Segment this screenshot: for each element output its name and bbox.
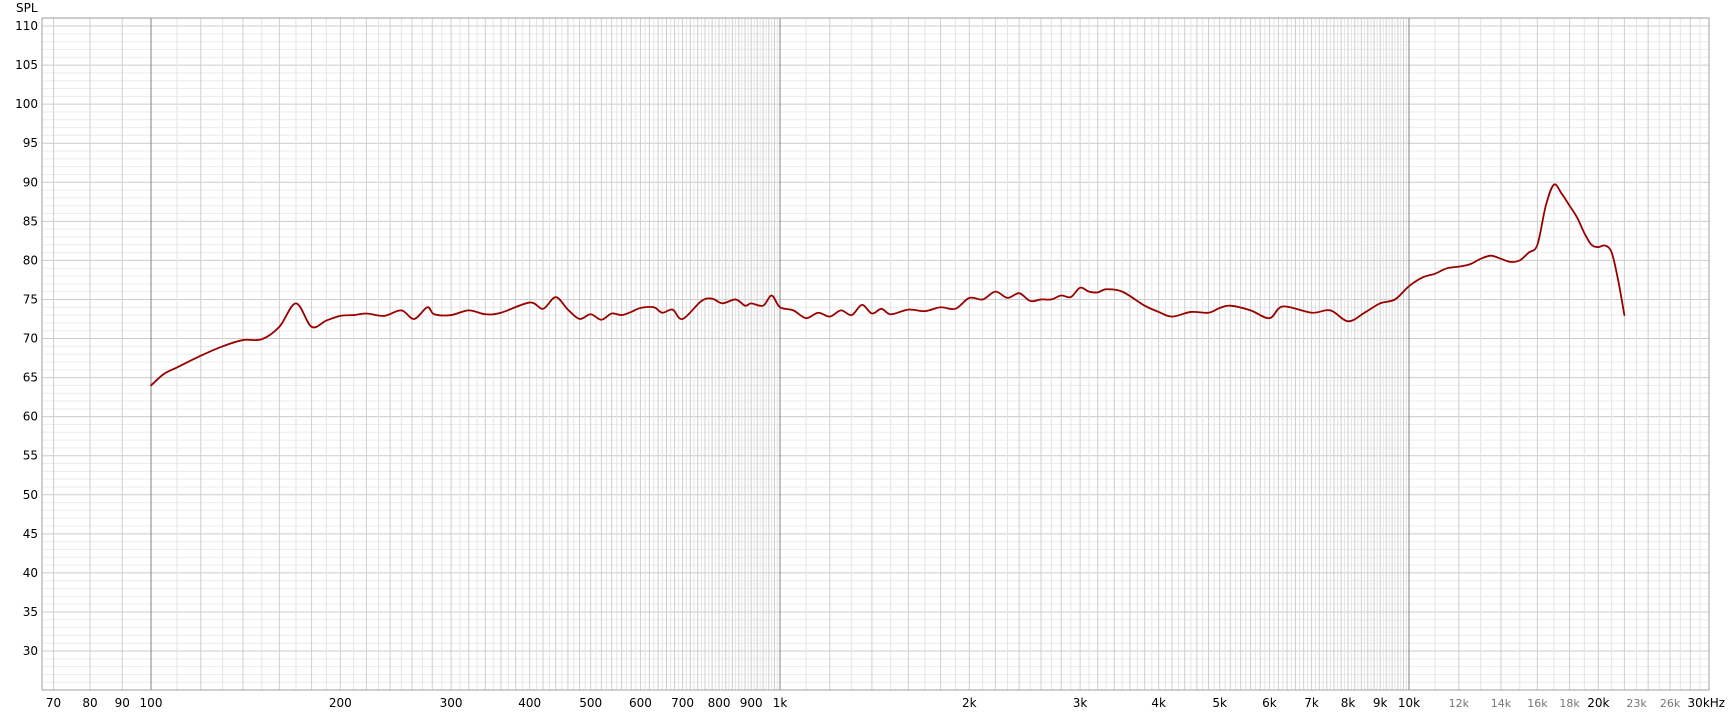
y-tick-label: 80: [23, 253, 38, 267]
y-tick-label: 50: [23, 488, 38, 502]
x-tick-label: 10k: [1398, 696, 1420, 710]
y-tick-label: 110: [15, 19, 38, 33]
x-minor-tick-label: 26k: [1660, 697, 1681, 710]
y-tick-label: 90: [23, 175, 38, 189]
x-tick-label: 100: [140, 696, 163, 710]
x-tick-label: 3k: [1073, 696, 1088, 710]
y-tick-label: 30: [23, 644, 38, 658]
x-tick-label: 700: [671, 696, 694, 710]
x-tick-label: 90: [115, 696, 130, 710]
y-tick-label: 95: [23, 136, 38, 150]
y-tick-label: 35: [23, 605, 38, 619]
x-tick-label: 6k: [1262, 696, 1277, 710]
y-tick-label: 65: [23, 371, 38, 385]
x-tick-label: 9k: [1373, 696, 1388, 710]
x-tick-label: 800: [708, 696, 731, 710]
y-tick-label: 45: [23, 527, 38, 541]
x-tick-label: 80: [82, 696, 97, 710]
x-tick-label: 20k: [1587, 696, 1609, 710]
y-tick-label: 100: [15, 97, 38, 111]
x-minor-tick-label: 14k: [1491, 697, 1512, 710]
series-layer: [150, 183, 1626, 387]
x-tick-label: 900: [740, 696, 763, 710]
y-tick-label: 40: [23, 566, 38, 580]
plot-frame: [41, 17, 1710, 691]
x-minor-tick-label: 16k: [1527, 697, 1548, 710]
x-tick-label: 8k: [1341, 696, 1356, 710]
x-tick-label: 200: [329, 696, 352, 710]
x-tick-label: 500: [579, 696, 602, 710]
x-tick-label: 5k: [1212, 696, 1227, 710]
x-minor-tick-label: 12k: [1449, 697, 1470, 710]
x-tick-label: 70: [46, 696, 61, 710]
x-tick-label: 300: [440, 696, 463, 710]
grid-lines: [42, 17, 1709, 690]
x-minor-tick-label: 18k: [1559, 697, 1580, 710]
y-axis-ticks: 30 35 40 45 50 55 60 65 70 75 80 85 90 95 100 105 110: [15, 19, 38, 658]
x-tick-label: 7k: [1304, 696, 1319, 710]
y-tick-label: 55: [23, 449, 38, 463]
y-tick-label: 105: [15, 58, 38, 72]
y-tick-label: 85: [23, 214, 38, 228]
y-tick-label: 60: [23, 410, 38, 424]
y-tick-label: 70: [23, 332, 38, 346]
x-axis-ticks: 70 80 90 100 200 300 400 500 600 700 800 900 1k 2k 3k 4…: [46, 696, 1725, 710]
spl-response-line: [150, 183, 1626, 387]
x-tick-label: 400: [518, 696, 541, 710]
x-tick-label: 4k: [1151, 696, 1166, 710]
x-minor-tick-label: 23k: [1626, 697, 1647, 710]
x-tick-label: 30kHz: [1688, 696, 1726, 710]
x-tick-label: 1k: [773, 696, 788, 710]
x-tick-label: 600: [629, 696, 652, 710]
x-tick-label: 2k: [962, 696, 977, 710]
y-tick-label: 75: [23, 292, 38, 306]
y-axis-label: SPL: [16, 1, 38, 15]
